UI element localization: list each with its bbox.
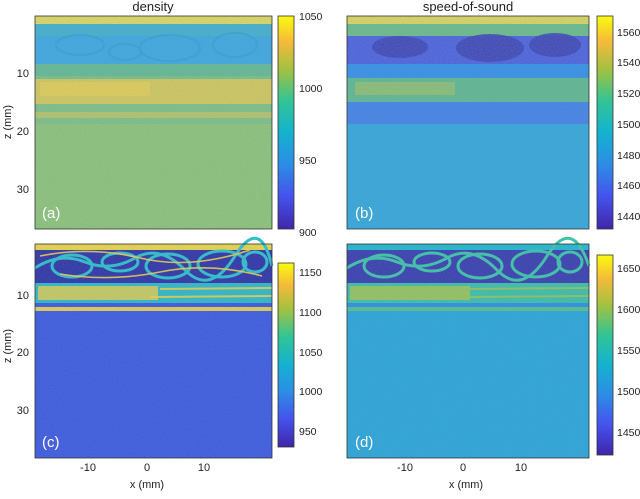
panel-label-d: (d) [355, 434, 373, 451]
panel-title-speed-of-sound: speed-of-sound [423, 0, 513, 14]
colorbar-tick-label: 1460 [617, 180, 640, 192]
panel-label-a: (a) [42, 205, 60, 222]
colorbar-tick-label: 1440 [617, 211, 640, 223]
x-tick-label: 0 [460, 462, 466, 474]
x-ticks-d: -10 0 10 [397, 462, 527, 474]
panel-label-c: (c) [42, 434, 60, 451]
heatmap-c [34, 236, 274, 458]
axes-frame-b [346, 15, 590, 230]
colorbar-tick-label: 1600 [617, 304, 640, 316]
colorbar-tick-label: 1480 [617, 150, 640, 162]
y-ticks-a: 10 20 30 [17, 68, 29, 196]
colorbar-tick-label: 1050 [299, 11, 323, 23]
colorbar-tick-label: 1450 [617, 427, 640, 439]
y-axis-label-c: z (mm) [2, 329, 14, 363]
heatmap-d [346, 236, 591, 458]
heatmap-a [35, 16, 272, 229]
colorbar-c: 1150 1100 1050 1000 950 [277, 262, 323, 448]
y-ticks-c: 10 20 30 [17, 290, 29, 417]
panel-b: speed-of-sound (b) 1560 1540 1520 [346, 0, 640, 230]
colorbar-tick-label: 900 [299, 227, 317, 239]
colorbar-tick-label: 1560 [617, 27, 640, 39]
x-tick-label: -10 [80, 462, 96, 474]
colorbar-b: 1560 1540 1520 1500 1480 1460 1440 [596, 15, 640, 230]
panel-a: density (a) 10 20 30 [2, 0, 323, 239]
colorbar-tick-label: 1000 [299, 83, 323, 95]
colorbar-d: 1650 1600 1550 1500 1450 [596, 254, 640, 456]
x-tick-label: 10 [198, 462, 210, 474]
x-tick-label: -10 [397, 462, 413, 474]
panel-d: (d) -10 0 10 x (mm) 1650 1600 1550 1500 … [346, 236, 640, 491]
colorbar-a: 1050 1000 950 900 [277, 11, 323, 239]
colorbar-tick-label: 1100 [299, 307, 322, 319]
colorbar-tick-label: 950 [299, 426, 317, 438]
panel-c: (c) 10 20 30 z (mm) -10 0 10 x (mm) 1150… [2, 236, 323, 491]
y-tick-label: 30 [17, 184, 29, 196]
y-axis-label-a: z (mm) [2, 105, 14, 139]
colorbar-tick-label: 1520 [617, 88, 640, 100]
panel-title-density: density [132, 0, 174, 14]
x-tick-label: 10 [515, 462, 527, 474]
heatmap-b [347, 16, 589, 229]
axes-frame-c [34, 243, 273, 459]
axes-frame-a [34, 15, 273, 230]
panel-label-b: (b) [355, 205, 373, 222]
y-tick-label: 20 [17, 126, 29, 138]
colorbar-tick-label: 950 [299, 155, 317, 167]
y-tick-label: 10 [17, 68, 29, 80]
x-tick-label: 0 [144, 462, 150, 474]
axes-frame-d [346, 243, 590, 459]
colorbar-tick-label: 1550 [617, 345, 640, 357]
y-tick-label: 20 [17, 347, 29, 359]
colorbar-tick-label: 1540 [617, 57, 640, 69]
x-ticks-c: -10 0 10 [80, 462, 210, 474]
y-tick-label: 30 [17, 405, 29, 417]
colorbar-tick-label: 1150 [299, 267, 322, 279]
colorbar-tick-label: 1650 [617, 263, 640, 275]
x-axis-label-d: x (mm) [449, 479, 483, 491]
colorbar-tick-label: 1050 [299, 347, 323, 359]
y-tick-label: 10 [17, 290, 29, 302]
colorbar-tick-label: 1500 [617, 386, 640, 398]
colorbar-tick-label: 1000 [299, 386, 323, 398]
x-axis-label-c: x (mm) [130, 479, 164, 491]
colorbar-tick-label: 1500 [617, 119, 640, 131]
